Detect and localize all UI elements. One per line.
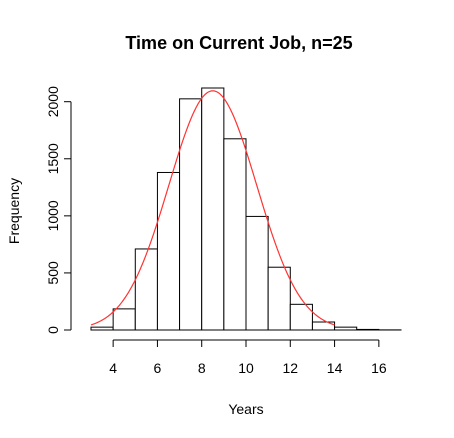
y-tick-label-3: 1500 xyxy=(45,143,61,174)
histogram-bar-3 xyxy=(156,171,181,331)
x-tick-label-2: 8 xyxy=(198,360,206,376)
y-axis-label: Frequency xyxy=(6,178,22,244)
x-tick-label-4: 12 xyxy=(282,360,298,376)
histogram-bar-0 xyxy=(90,326,114,331)
y-axis: 0 500 1000 1500 2000 xyxy=(45,86,72,334)
x-axis: 4 6 8 10 12 14 16 xyxy=(109,339,387,376)
histogram-bar-7 xyxy=(245,215,269,331)
x-axis-label: Years xyxy=(228,401,263,417)
histogram-bar-8 xyxy=(267,266,291,331)
histogram-bar-4 xyxy=(179,98,203,331)
x-tick-label-6: 16 xyxy=(371,360,387,376)
y-tick-label-0: 0 xyxy=(45,326,61,334)
histogram-bar-9 xyxy=(289,303,313,331)
x-tick-label-5: 14 xyxy=(327,360,343,376)
histogram-bar-2 xyxy=(134,248,158,331)
histogram-bar-11 xyxy=(334,326,358,331)
histogram-bar-10 xyxy=(311,321,336,331)
y-tick-label-1: 500 xyxy=(45,261,61,285)
x-tick-label-1: 6 xyxy=(154,360,162,376)
bars-layer xyxy=(90,87,402,331)
x-tick-label-0: 4 xyxy=(109,360,117,376)
histogram-bar-12 xyxy=(356,328,380,331)
y-tick-label-2: 1000 xyxy=(45,200,61,231)
x-tick-label-3: 10 xyxy=(238,360,254,376)
chart-title: Time on Current Job, n=25 xyxy=(125,33,352,53)
histogram-bar-1 xyxy=(112,308,136,331)
y-tick-label-4: 2000 xyxy=(45,86,61,117)
density-curve xyxy=(90,90,335,326)
histogram-bar-5 xyxy=(201,87,225,331)
histogram-bar-6 xyxy=(223,138,247,331)
